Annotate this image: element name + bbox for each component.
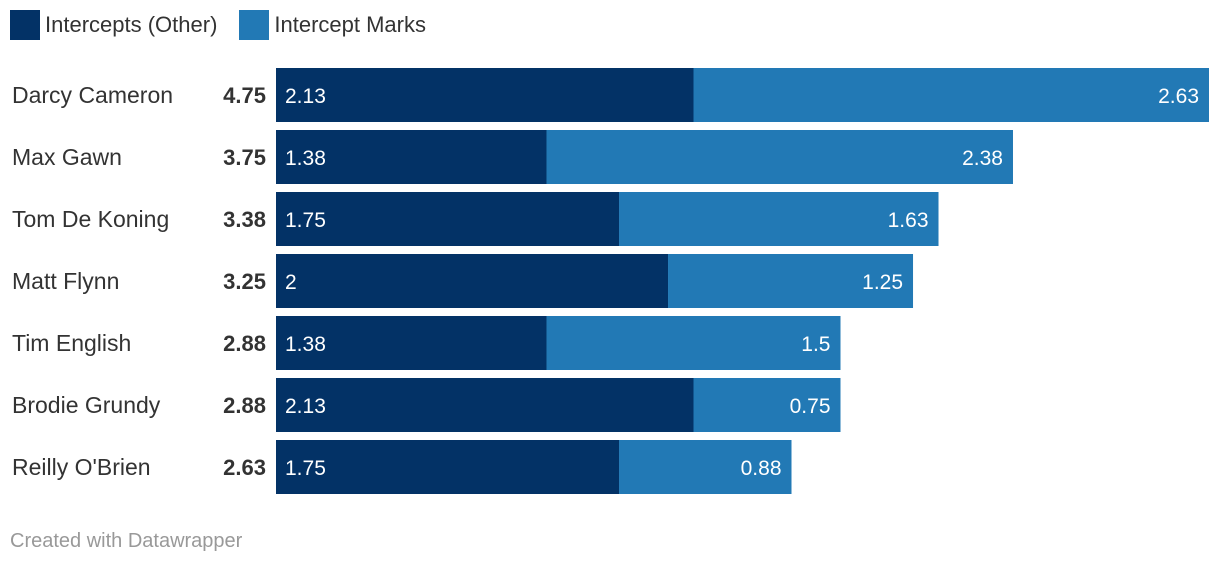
total-label-tim-english: 2.88	[223, 331, 266, 356]
row-label-darcy-cameron: Darcy Cameron	[12, 82, 173, 108]
legend-item-intercepts-other: Intercepts (Other)	[10, 10, 217, 40]
bar-label-intercept-marks-reilly-o-brien: 0.88	[741, 457, 782, 480]
bar-intercepts-other-darcy-cameron	[276, 68, 694, 122]
footer-credit: Created with Datawrapper	[10, 530, 243, 552]
bar-intercepts-other-brodie-grundy	[276, 378, 694, 432]
row-label-reilly-o-brien: Reilly O'Brien	[12, 454, 151, 480]
bar-label-intercept-marks-darcy-cameron: 2.63	[1158, 85, 1199, 108]
bar-intercepts-other-reilly-o-brien	[276, 440, 620, 494]
bar-label-intercepts-other-max-gawn: 1.38	[285, 147, 326, 170]
bar-label-intercepts-other-matt-flynn: 2	[285, 271, 297, 294]
total-label-tom-de-koning: 3.38	[223, 207, 266, 232]
bar-intercepts-other-tom-de-koning	[276, 192, 620, 246]
bar-intercept-marks-tom-de-koning	[619, 192, 939, 246]
bar-label-intercept-marks-brodie-grundy: 0.75	[790, 395, 831, 418]
bar-label-intercepts-other-tom-de-koning: 1.75	[285, 209, 326, 232]
legend-label-intercept-marks: Intercept Marks	[274, 12, 426, 37]
total-label-brodie-grundy: 2.88	[223, 393, 266, 418]
bar-intercept-marks-max-gawn	[546, 130, 1013, 184]
bar-intercept-marks-tim-english	[546, 316, 841, 370]
row-label-tom-de-koning: Tom De Koning	[12, 206, 169, 232]
bar-label-intercepts-other-reilly-o-brien: 1.75	[285, 457, 326, 480]
bar-intercepts-other-max-gawn	[276, 130, 547, 184]
bar-label-intercept-marks-max-gawn: 2.38	[962, 147, 1003, 170]
bar-intercept-marks-darcy-cameron	[693, 68, 1209, 122]
bar-label-intercepts-other-tim-english: 1.38	[285, 333, 326, 356]
total-label-matt-flynn: 3.25	[223, 269, 266, 294]
row-label-matt-flynn: Matt Flynn	[12, 268, 119, 294]
total-label-max-gawn: 3.75	[223, 145, 266, 170]
bar-intercepts-other-matt-flynn	[276, 254, 669, 308]
legend-swatch-intercepts-other	[10, 10, 40, 40]
row-label-tim-english: Tim English	[12, 330, 131, 356]
legend-item-intercept-marks: Intercept Marks	[239, 10, 426, 40]
legend-label-intercepts-other: Intercepts (Other)	[45, 12, 218, 37]
legend-swatch-intercept-marks	[239, 10, 270, 40]
bar-label-intercepts-other-darcy-cameron: 2.13	[285, 85, 326, 108]
row-label-brodie-grundy: Brodie Grundy	[12, 392, 161, 418]
bar-label-intercept-marks-tim-english: 1.5	[801, 333, 830, 356]
bar-intercepts-other-tim-english	[276, 316, 547, 370]
stacked-bar-chart: Darcy Cameron 4.75 2.13 2.63 Max Gawn 3.75 1.3…	[12, 68, 1209, 494]
row-label-max-gawn: Max Gawn	[12, 144, 122, 170]
total-label-reilly-o-brien: 2.63	[223, 455, 266, 480]
bar-intercept-marks-matt-flynn	[668, 254, 914, 308]
chart-legend: Intercepts (Other) Intercept Marks	[10, 8, 448, 42]
bar-label-intercept-marks-tom-de-koning: 1.63	[888, 209, 929, 232]
bar-intercept-marks-reilly-o-brien	[619, 440, 792, 494]
bar-intercept-marks-brodie-grundy	[693, 378, 841, 432]
total-label-darcy-cameron: 4.75	[223, 83, 266, 108]
bar-label-intercepts-other-brodie-grundy: 2.13	[285, 395, 326, 418]
bar-label-intercept-marks-matt-flynn: 1.25	[862, 271, 903, 294]
